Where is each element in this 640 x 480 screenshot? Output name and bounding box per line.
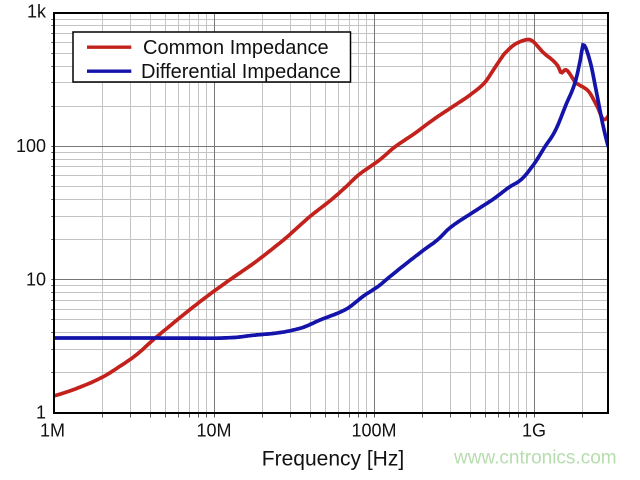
svg-text:100M: 100M	[351, 421, 396, 441]
svg-text:1M: 1M	[40, 421, 65, 441]
svg-text:Frequency [Hz]: Frequency [Hz]	[262, 448, 404, 471]
svg-text:Common Impedance: Common Impedance	[143, 37, 329, 59]
svg-text:1: 1	[36, 403, 46, 423]
svg-text:1G: 1G	[522, 421, 546, 441]
svg-text:10: 10	[26, 270, 46, 290]
svg-text:1k: 1k	[27, 2, 47, 22]
svg-text:100: 100	[16, 136, 46, 156]
svg-text:Differential Impedance: Differential Impedance	[141, 61, 341, 83]
svg-text:www.cntronics.com: www.cntronics.com	[453, 448, 617, 469]
svg-text:10M: 10M	[196, 421, 231, 441]
